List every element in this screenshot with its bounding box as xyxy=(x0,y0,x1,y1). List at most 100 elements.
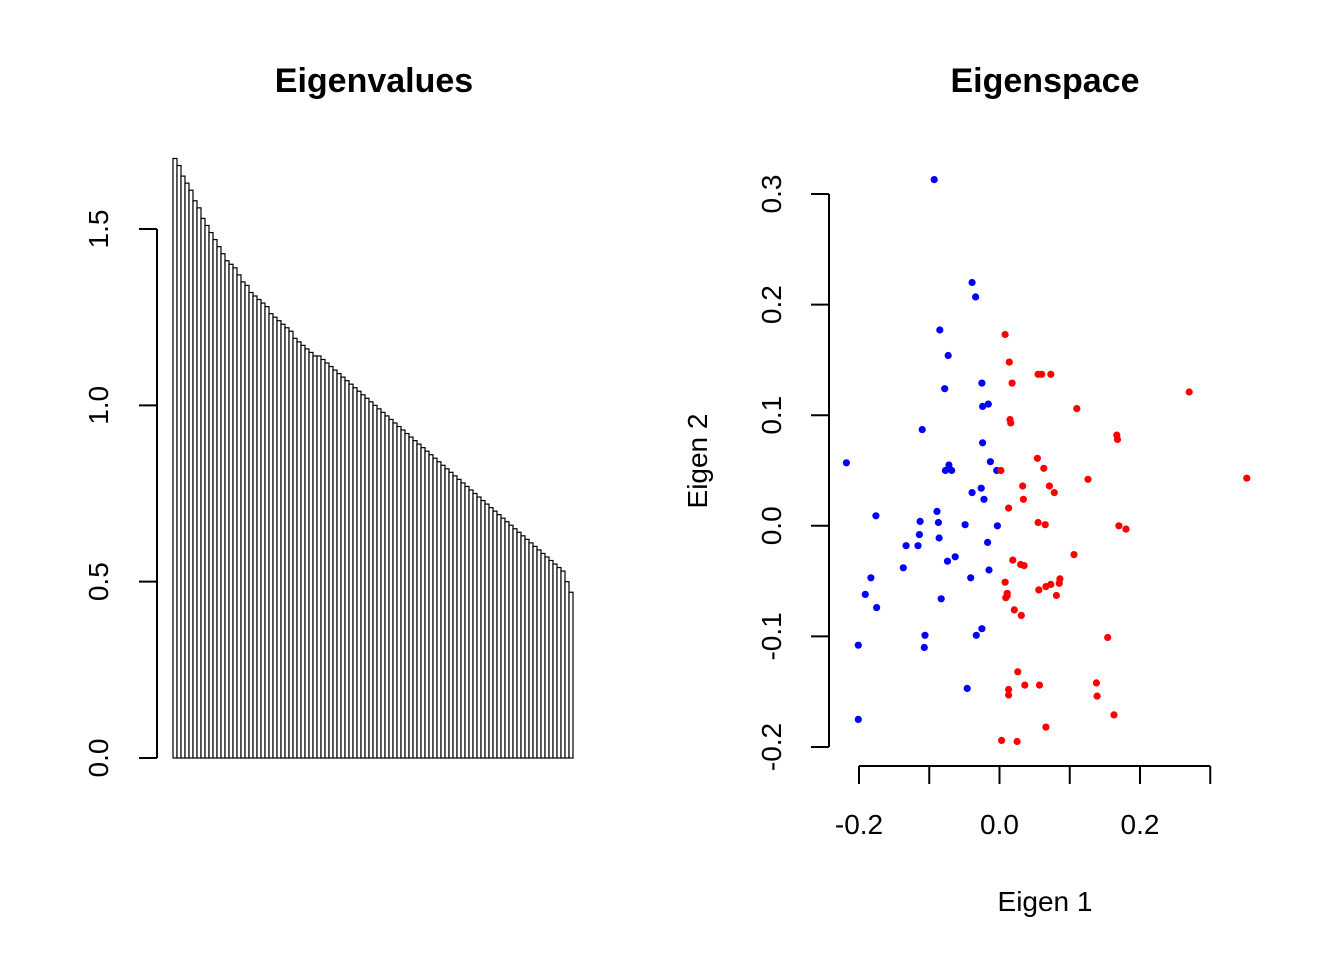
eigenspace-x-label: Eigen 1 xyxy=(998,886,1093,917)
eigenvalue-bar xyxy=(272,316,278,759)
scatter-point xyxy=(1005,691,1013,699)
eigenvalue-bar xyxy=(356,390,362,759)
scatter-point xyxy=(842,459,851,467)
eigenspace-points xyxy=(842,176,1251,746)
eigenspace-title: Eigenspace xyxy=(951,62,1140,100)
eigenvalue-bar xyxy=(336,372,342,759)
scatter-point xyxy=(1092,679,1100,687)
y-tick-label: -0.1 xyxy=(756,612,787,660)
eigenvalue-bar xyxy=(224,260,230,759)
scatter-point xyxy=(920,643,928,652)
x-tick-label: -0.2 xyxy=(835,809,883,840)
scatter-point xyxy=(979,439,987,447)
eigenvalue-bar xyxy=(256,298,262,759)
eigenvalue-bar xyxy=(496,514,502,759)
scatter-point xyxy=(1055,579,1063,587)
eigenvalue-bar xyxy=(388,418,394,759)
scatter-point xyxy=(986,458,995,466)
eigenvalue-bar xyxy=(292,337,298,759)
eigenvalue-bar xyxy=(396,425,402,759)
scatter-point xyxy=(934,518,943,527)
eigenvalue-bar xyxy=(448,471,454,759)
eigenvalue-bar xyxy=(408,436,414,759)
scatter-point xyxy=(1110,711,1118,719)
scatter-point xyxy=(993,522,1002,530)
eigenvalue-bar xyxy=(484,503,490,759)
eigenvalue-bar xyxy=(196,207,202,759)
scatter-point xyxy=(944,351,952,360)
scatter-point xyxy=(1001,578,1009,586)
scatter-point xyxy=(998,736,1006,745)
scatter-point xyxy=(997,466,1005,475)
eigenvalue-bar xyxy=(264,305,270,759)
scatter-point xyxy=(918,426,926,434)
scatter-point xyxy=(979,402,987,410)
scatter-point xyxy=(921,631,929,639)
eigenvalue-bar xyxy=(344,380,350,759)
scatter-point xyxy=(963,684,971,693)
scatter-point xyxy=(1010,606,1018,614)
scatter-point xyxy=(1041,521,1049,529)
eigenvalue-bar xyxy=(472,492,478,759)
eigenvalue-bar xyxy=(412,440,418,759)
eigenvalues-bars xyxy=(172,157,574,759)
eigenvalues-y-axis: 0.0 0.5 1.0 1.5 xyxy=(83,210,158,777)
eigenspace-panel: Eigenspace -0.2 0.0 0.2 -0.2 -0.1 0.0 0.1 0.2 0… xyxy=(682,62,1251,917)
eigenvalue-bar xyxy=(504,521,510,759)
scatter-point xyxy=(972,293,980,301)
eigenvalue-bar xyxy=(236,274,242,759)
scatter-point xyxy=(916,517,924,526)
scatter-point xyxy=(1013,737,1021,746)
scatter-point xyxy=(854,715,862,724)
eigenvalue-bar xyxy=(452,475,458,759)
eigenvalue-bar xyxy=(188,189,194,759)
eigenvalue-bar xyxy=(216,246,222,759)
eigenvalue-bar xyxy=(360,394,366,759)
scatter-point xyxy=(951,553,959,561)
scatter-point xyxy=(1243,474,1251,482)
eigenvalue-bar xyxy=(212,238,218,759)
scatter-point xyxy=(1038,370,1046,378)
eigenvalue-bar xyxy=(364,397,370,759)
scatter-point xyxy=(1122,525,1130,533)
eigenvalue-bar xyxy=(424,450,430,759)
scatter-point xyxy=(1042,583,1050,591)
scatter-point xyxy=(872,512,880,520)
eigenvalue-bar xyxy=(376,408,382,759)
eigenvalue-bar xyxy=(320,358,326,759)
scatter-point xyxy=(1005,685,1013,694)
eigenvalue-bar xyxy=(280,323,286,759)
eigenvalue-bar xyxy=(244,284,250,759)
x-tick-label: 0.2 xyxy=(1121,809,1160,840)
eigenvalue-bar xyxy=(184,182,190,759)
eigenvalues-panel: Eigenvalues 0.0 0.5 1.0 1.5 xyxy=(83,62,574,777)
scatter-point xyxy=(1047,370,1055,378)
scatter-point xyxy=(1185,388,1193,396)
y-tick-label: 0.0 xyxy=(756,506,787,545)
scatter-point xyxy=(941,385,949,393)
eigenvalue-bar xyxy=(436,461,442,759)
eigenvalue-bar xyxy=(372,404,378,759)
eigenvalue-bar xyxy=(368,401,374,759)
eigenvalue-bar xyxy=(316,355,322,759)
scatter-point xyxy=(861,590,869,599)
eigenvalue-bar xyxy=(500,517,506,759)
scatter-point xyxy=(1042,723,1050,731)
eigenspace-x-axis: -0.2 0.0 0.2 xyxy=(835,765,1212,840)
eigenspace-y-axis: -0.2 -0.1 0.0 0.1 0.2 0.3 xyxy=(756,175,830,771)
scatter-point xyxy=(1093,692,1101,700)
eigenvalue-bar xyxy=(380,411,386,759)
scatter-point xyxy=(1073,405,1081,413)
scatter-point xyxy=(1002,594,1010,602)
scatter-point xyxy=(915,531,924,539)
eigenvalue-bar xyxy=(480,499,486,759)
y-tick-label: 0.3 xyxy=(756,175,787,214)
scatter-point xyxy=(873,604,881,612)
y-tick-label: 0.2 xyxy=(756,285,787,324)
eigenvalue-bar xyxy=(308,351,314,759)
eigenvalue-bar xyxy=(276,320,282,759)
scatter-point xyxy=(1001,330,1009,339)
eigenvalue-bar xyxy=(432,457,438,759)
eigenvalue-bar xyxy=(172,157,178,759)
